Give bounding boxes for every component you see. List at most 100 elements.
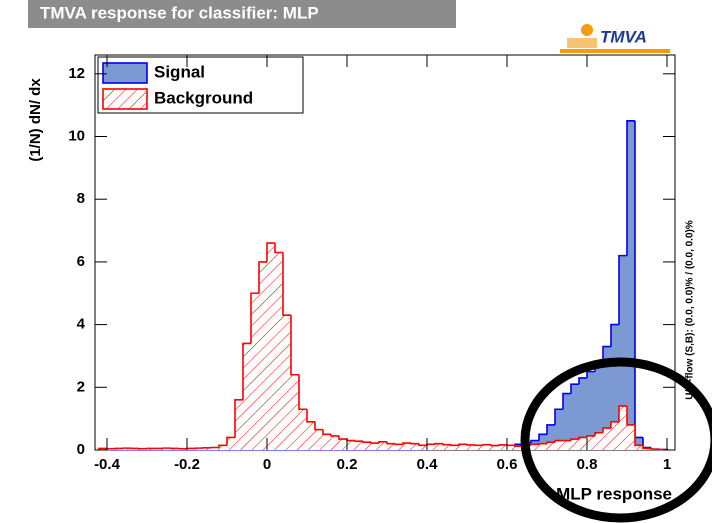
bar	[427, 444, 435, 450]
bar	[379, 441, 387, 450]
bar-outline	[322, 429, 331, 436]
y-tick-label: 2	[77, 378, 85, 395]
y-tick-label: 10	[68, 127, 85, 144]
bar	[603, 346, 611, 450]
bar	[515, 446, 523, 450]
bar-outline	[642, 445, 651, 450]
bar	[211, 447, 219, 450]
bar-outline	[530, 439, 539, 444]
y-axis-label: (1/N) dN/ dx	[27, 78, 44, 162]
bar-outline	[570, 438, 579, 441]
x-tick-label: -0.4	[94, 456, 121, 473]
bar	[275, 252, 283, 450]
logo-underline	[560, 49, 670, 53]
bar-outline	[586, 435, 595, 438]
bar	[259, 261, 267, 450]
bar	[219, 445, 227, 450]
bar	[459, 444, 467, 450]
bar-outline	[370, 442, 379, 444]
bar	[467, 444, 475, 450]
bar-outline	[530, 443, 539, 446]
logo-text: TMVA	[600, 27, 647, 46]
bar-outline	[314, 421, 323, 431]
bar	[419, 445, 427, 450]
bar	[371, 443, 379, 450]
bar-outline	[538, 442, 547, 445]
bar-outline	[562, 392, 571, 410]
bar	[451, 445, 459, 450]
bar	[571, 384, 579, 450]
bar	[299, 409, 307, 450]
bar-outline	[618, 254, 627, 325]
bar-outline	[538, 433, 547, 441]
bar	[307, 421, 315, 450]
bar	[539, 443, 547, 450]
bar-outline	[274, 243, 283, 254]
bar-outline	[98, 447, 107, 450]
overflow-note: U/O-flow (S,B): (0.0, 0.0)% / (0.0, 0.0)…	[685, 220, 696, 400]
legend: Signal Background	[97, 56, 304, 114]
bar	[267, 243, 275, 450]
bar	[547, 442, 555, 450]
bar-outline	[610, 323, 619, 347]
bar	[563, 440, 571, 450]
bar-outline	[282, 252, 291, 316]
bar	[571, 439, 579, 450]
logo: TMVA	[560, 24, 670, 53]
bar-outline	[306, 409, 315, 423]
bar	[363, 442, 371, 450]
x-tick-label: 0.8	[577, 456, 598, 473]
bar-outline	[578, 377, 587, 385]
bar-outline	[578, 436, 587, 440]
bar	[587, 371, 595, 450]
x-tick-label: 1	[663, 456, 671, 473]
bar	[235, 399, 243, 450]
bar	[123, 448, 131, 450]
x-tick-label: 0.6	[497, 456, 518, 473]
bar-outline	[258, 261, 267, 294]
bar	[579, 437, 587, 450]
bar-outline	[618, 405, 627, 422]
bar	[611, 421, 619, 450]
bar	[635, 437, 643, 450]
bar	[595, 362, 603, 450]
y-tick-label: 8	[77, 190, 85, 207]
bar-outline	[250, 292, 259, 344]
bar	[203, 447, 211, 450]
bar-outline	[554, 408, 563, 425]
bar	[355, 441, 363, 450]
bar	[411, 443, 419, 450]
bar	[395, 444, 403, 450]
legend-swatch	[102, 62, 148, 84]
bar	[635, 445, 643, 450]
bar-outline	[490, 444, 499, 447]
bar-outline	[218, 444, 227, 448]
bar	[339, 439, 347, 450]
bar	[323, 434, 331, 450]
bar-outline	[290, 315, 299, 376]
x-axis-label: MLP response	[556, 484, 672, 503]
bar	[563, 393, 571, 450]
bar	[163, 448, 171, 450]
bar	[347, 440, 355, 450]
bar-outline	[570, 383, 579, 394]
chart-title: TMVA response for classifier: MLP	[40, 3, 319, 22]
bar-outline	[482, 443, 491, 446]
bar-outline	[386, 441, 395, 445]
bar	[443, 444, 451, 450]
bar	[387, 443, 395, 450]
x-tick-label: 0	[263, 456, 271, 473]
y-tick-label: 0	[77, 441, 85, 458]
bar-outline	[586, 370, 595, 378]
bar-outline	[458, 443, 467, 446]
legend-swatch	[102, 88, 148, 110]
bar-outline	[434, 442, 443, 445]
bar	[627, 424, 635, 450]
bar	[627, 120, 635, 450]
legend-label: Signal	[154, 62, 205, 81]
x-tick-label: 0.2	[337, 456, 358, 473]
y-tick-label: 12	[68, 65, 85, 82]
bar	[539, 434, 547, 450]
bar	[475, 445, 483, 450]
